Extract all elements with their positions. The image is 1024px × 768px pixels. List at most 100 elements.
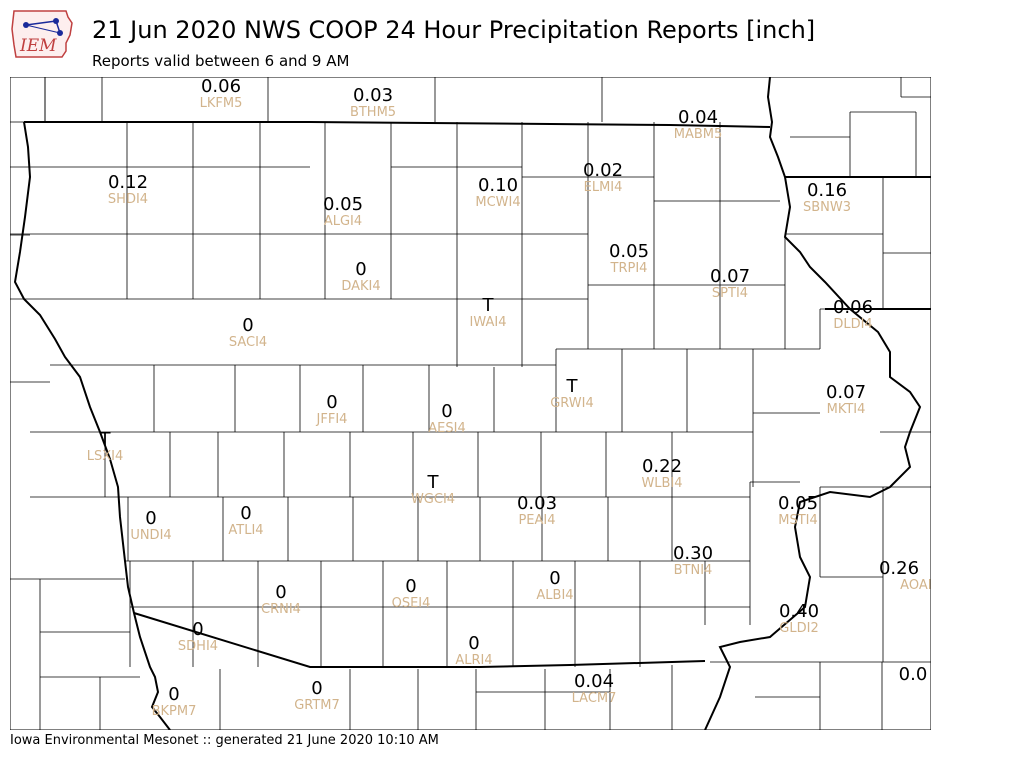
svg-text:0.40: 0.40 bbox=[779, 601, 819, 622]
svg-text:AOAI2: AOAI2 bbox=[900, 578, 931, 593]
svg-text:MABM5: MABM5 bbox=[674, 127, 723, 142]
svg-text:0.07: 0.07 bbox=[826, 382, 866, 403]
svg-text:0: 0 bbox=[468, 633, 479, 654]
svg-text:0: 0 bbox=[311, 678, 322, 699]
svg-text:MCWI4: MCWI4 bbox=[475, 195, 520, 210]
svg-text:ATLI4: ATLI4 bbox=[228, 523, 263, 538]
svg-text:0.30: 0.30 bbox=[673, 543, 713, 564]
svg-text:0.05: 0.05 bbox=[778, 493, 818, 514]
svg-text:0: 0 bbox=[405, 576, 416, 597]
svg-text:0.02: 0.02 bbox=[583, 160, 623, 181]
station-unlabeled[interactable]: 0.0 bbox=[899, 664, 928, 685]
svg-text:0: 0 bbox=[240, 503, 251, 524]
svg-text:GLDI2: GLDI2 bbox=[779, 621, 818, 636]
svg-text:BKPM7: BKPM7 bbox=[152, 704, 197, 719]
svg-text:SDHI4: SDHI4 bbox=[178, 639, 218, 654]
station-AOAI2[interactable]: 0.26AOAI2 bbox=[879, 558, 931, 593]
map-subtitle: Reports valid between 6 and 9 AM bbox=[92, 52, 350, 70]
svg-text:LKFM5: LKFM5 bbox=[200, 96, 243, 111]
svg-text:SBNW3: SBNW3 bbox=[803, 200, 851, 215]
svg-text:T: T bbox=[99, 429, 112, 450]
svg-text:IWAI4: IWAI4 bbox=[470, 315, 507, 330]
svg-text:0: 0 bbox=[355, 259, 366, 280]
svg-text:0.12: 0.12 bbox=[108, 172, 148, 193]
svg-text:0.04: 0.04 bbox=[678, 107, 718, 128]
svg-text:0.22: 0.22 bbox=[642, 456, 682, 477]
svg-text:0: 0 bbox=[549, 568, 560, 589]
svg-text:0: 0 bbox=[441, 401, 452, 422]
svg-text:0.26: 0.26 bbox=[879, 558, 919, 579]
svg-text:MSTI4: MSTI4 bbox=[778, 513, 818, 528]
svg-text:UNDI4: UNDI4 bbox=[130, 528, 171, 543]
svg-text:AESI4: AESI4 bbox=[428, 421, 465, 436]
svg-text:MKTI4: MKTI4 bbox=[827, 402, 866, 417]
svg-text:0: 0 bbox=[326, 392, 337, 413]
svg-text:0: 0 bbox=[275, 582, 286, 603]
precip-map[interactable]: 0.06 LKFM5 0.03 BTHM5 0.04 MABM5 0.12 SHDI4 … bbox=[10, 77, 931, 730]
svg-text:LACM7: LACM7 bbox=[572, 691, 617, 706]
svg-text:ELMI4: ELMI4 bbox=[584, 180, 623, 195]
svg-text:JFFI4: JFFI4 bbox=[316, 412, 348, 427]
svg-text:0.10: 0.10 bbox=[478, 175, 518, 196]
svg-text:0.06: 0.06 bbox=[833, 297, 873, 318]
svg-text:CRNI4: CRNI4 bbox=[261, 602, 301, 617]
svg-text:SHDI4: SHDI4 bbox=[108, 192, 148, 207]
svg-text:T: T bbox=[482, 295, 495, 316]
svg-text:GRWI4: GRWI4 bbox=[550, 396, 594, 411]
svg-text:DAKI4: DAKI4 bbox=[341, 279, 380, 294]
svg-text:0.04: 0.04 bbox=[574, 671, 614, 692]
svg-text:DLDI4: DLDI4 bbox=[833, 317, 872, 332]
svg-text:0.0: 0.0 bbox=[899, 664, 928, 685]
svg-text:SACI4: SACI4 bbox=[229, 335, 267, 350]
svg-text:OSEI4: OSEI4 bbox=[392, 596, 431, 611]
svg-text:0: 0 bbox=[192, 619, 203, 640]
svg-text:0: 0 bbox=[242, 315, 253, 336]
svg-text:TRPI4: TRPI4 bbox=[610, 261, 648, 276]
svg-text:LSXI4: LSXI4 bbox=[87, 449, 124, 464]
svg-text:BTNI4: BTNI4 bbox=[674, 563, 713, 578]
svg-text:0: 0 bbox=[168, 684, 179, 705]
svg-text:IEM: IEM bbox=[19, 36, 57, 56]
svg-text:0.03: 0.03 bbox=[517, 493, 557, 514]
svg-text:0.06: 0.06 bbox=[201, 77, 241, 97]
svg-text:T: T bbox=[427, 472, 440, 493]
svg-text:T: T bbox=[566, 376, 579, 397]
iem-logo: IEM bbox=[10, 5, 75, 63]
